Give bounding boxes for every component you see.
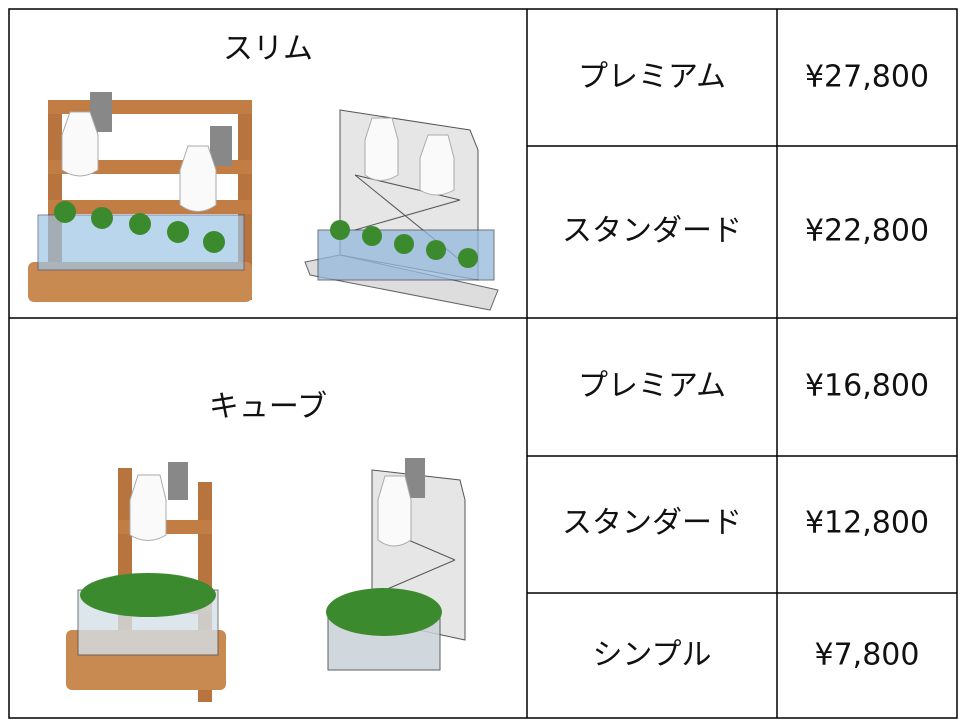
- cube-wood-illustration: [66, 462, 226, 702]
- price: ¥12,800: [805, 506, 929, 541]
- grade: シンプル: [592, 638, 711, 673]
- group-name: スリム: [223, 32, 313, 67]
- price: ¥22,800: [805, 214, 929, 249]
- grade: プレミアム: [578, 60, 726, 95]
- group-name: キューブ: [209, 390, 327, 425]
- slim-metal-illustration: [304, 109, 499, 311]
- grade: プレミアム: [578, 369, 726, 404]
- price: ¥27,800: [805, 60, 929, 95]
- slim-wood-illustration: [28, 92, 252, 302]
- grade: スタンダード: [562, 506, 742, 541]
- table-border: [8, 8, 958, 719]
- price: ¥7,800: [815, 638, 920, 673]
- price: ¥16,800: [805, 369, 929, 404]
- grade: スタンダード: [562, 214, 742, 249]
- cube-metal-illustration: [326, 458, 466, 671]
